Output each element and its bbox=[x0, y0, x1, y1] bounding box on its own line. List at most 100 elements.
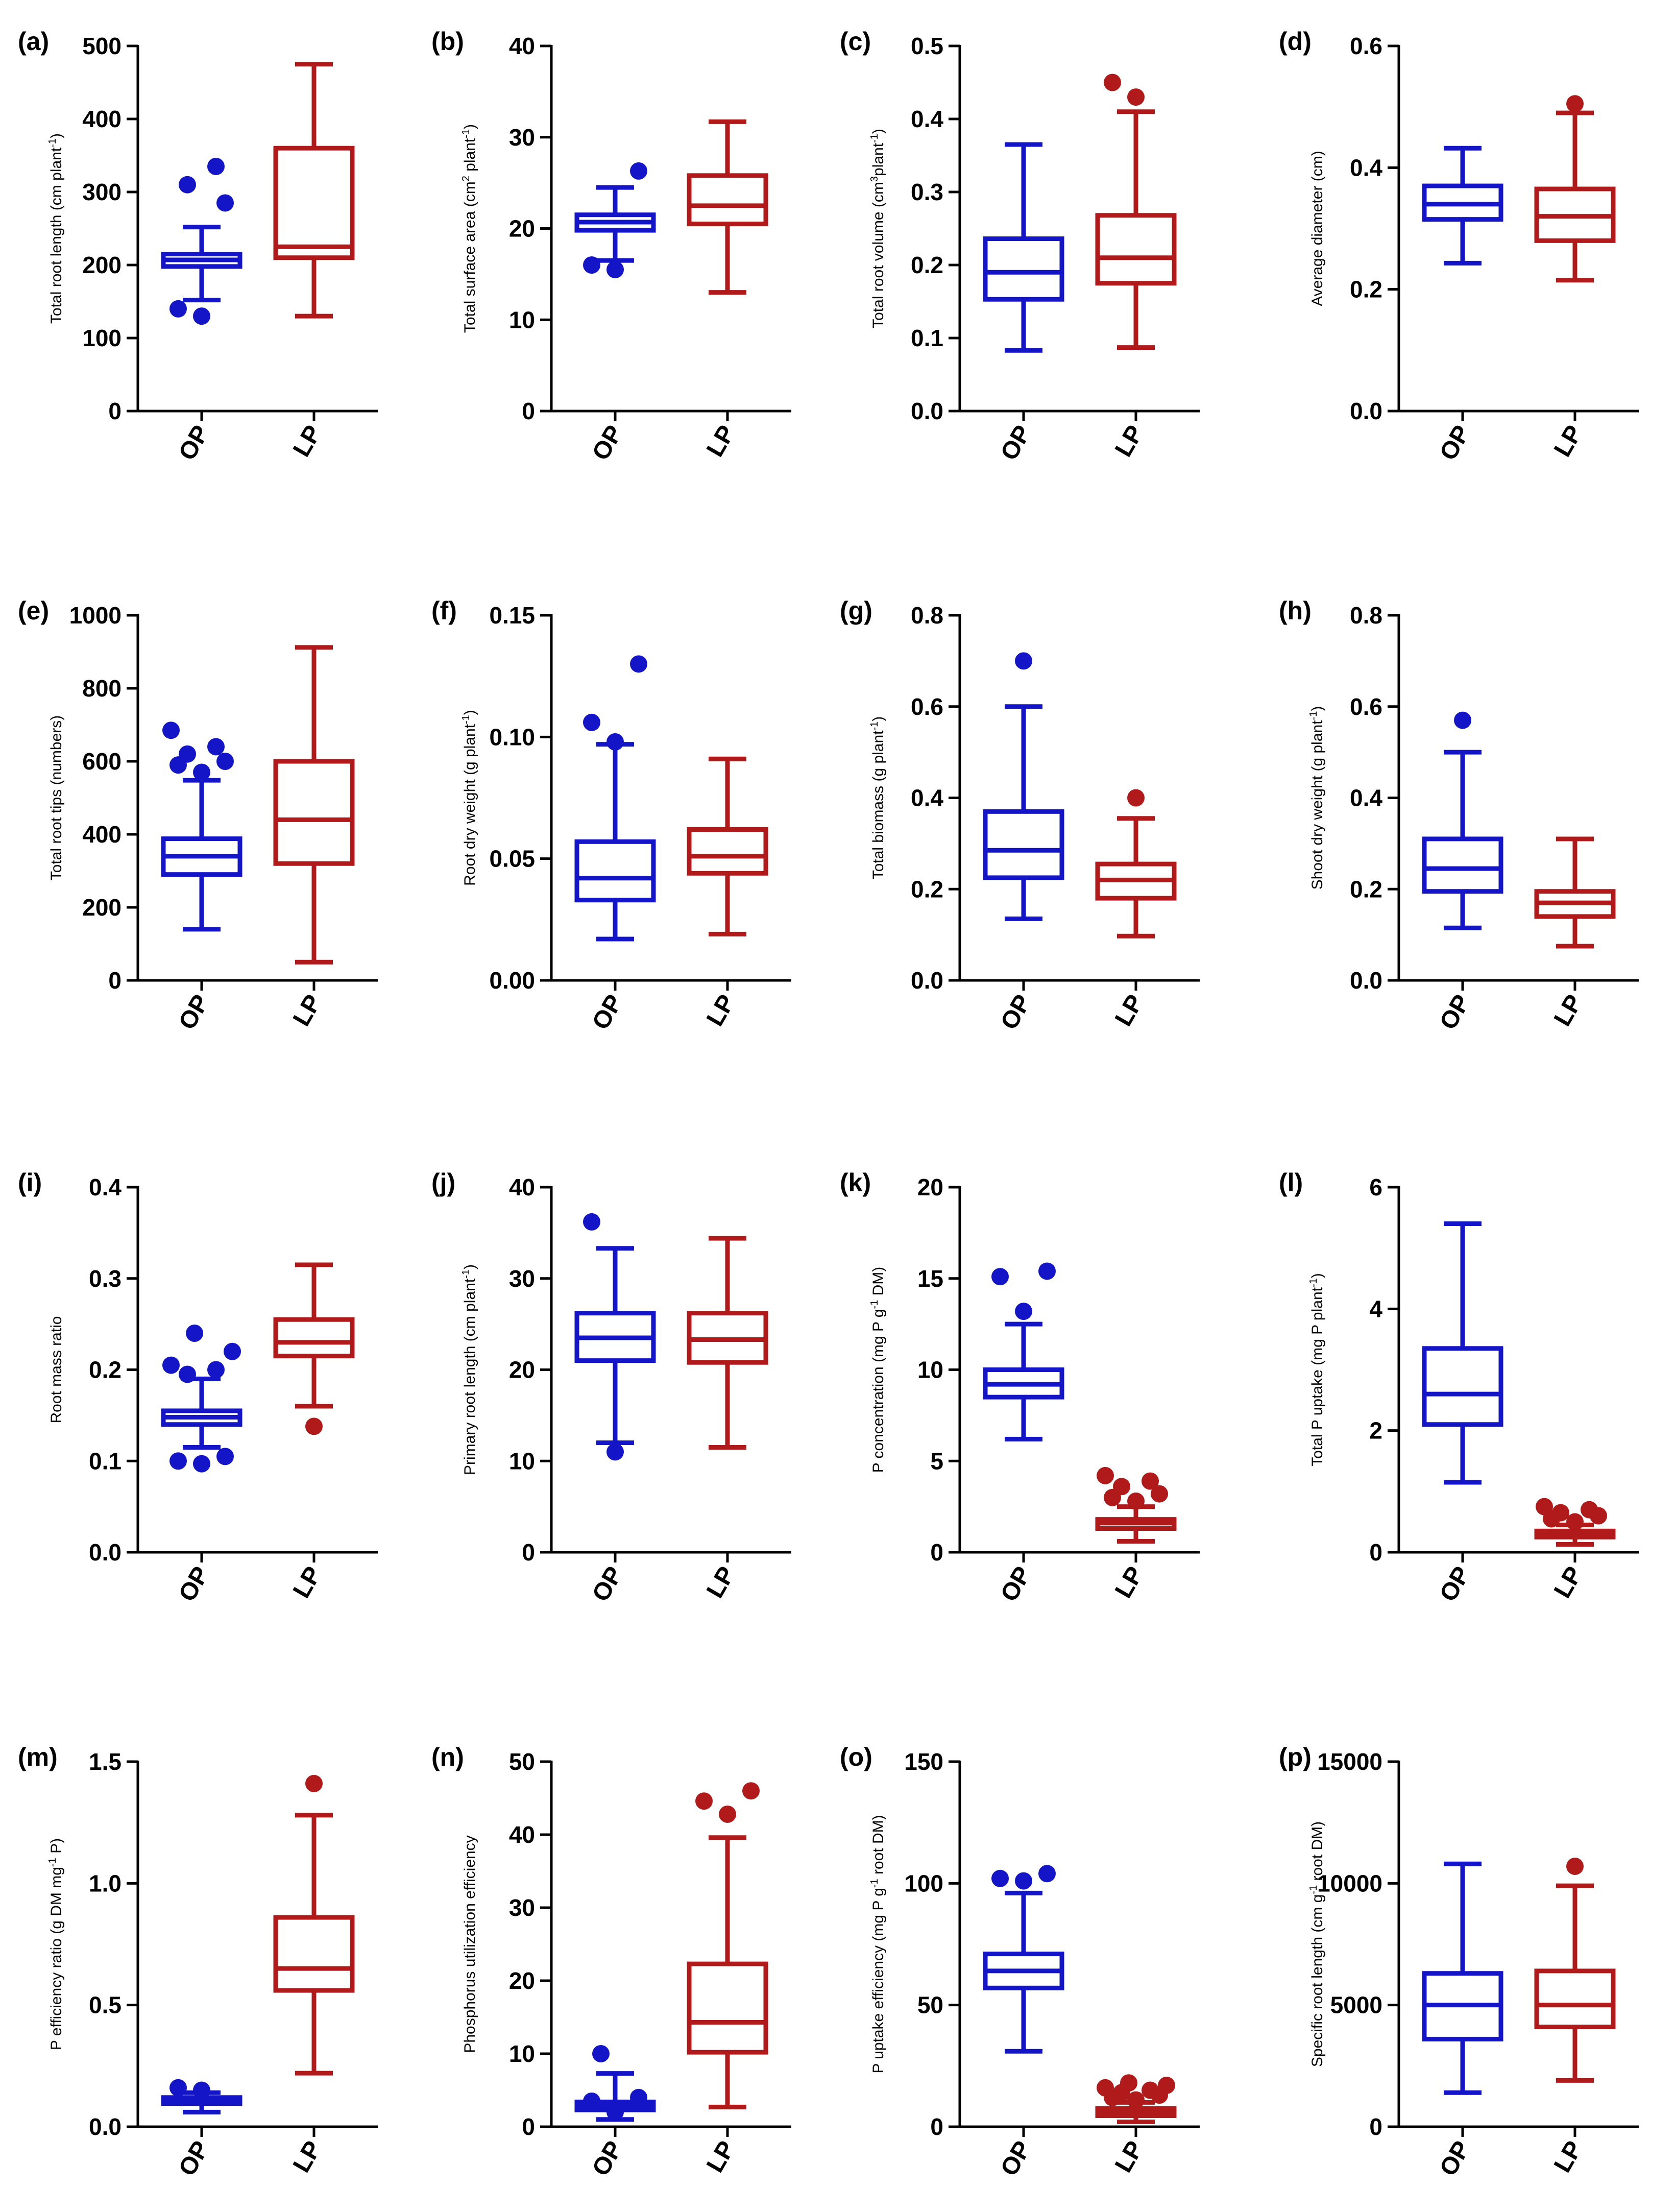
y-tick-label-a: 200 bbox=[82, 252, 122, 278]
panel-letter-l: (l) bbox=[1279, 1168, 1303, 1197]
panel-letter-h: (h) bbox=[1279, 596, 1312, 625]
box-c-OP bbox=[983, 142, 1064, 353]
outlier-point bbox=[583, 1213, 600, 1231]
y-tick-label-h: 0.2 bbox=[1350, 876, 1382, 902]
y-tick-label-a: 300 bbox=[82, 179, 122, 205]
y-tick-label-b: 0 bbox=[522, 398, 535, 424]
box-a-LP bbox=[273, 62, 355, 319]
y-tick-label-i: 0.2 bbox=[89, 1357, 122, 1383]
outlier-point bbox=[169, 300, 187, 318]
outlier-point bbox=[742, 1782, 760, 1800]
outlier-point bbox=[207, 738, 225, 756]
outlier-point bbox=[1015, 1872, 1032, 1890]
outlier-point bbox=[169, 1452, 187, 1470]
box-l-OP bbox=[1422, 1221, 1503, 1485]
outlier-point bbox=[186, 1325, 203, 1342]
y-tick-label-g: 0.6 bbox=[911, 693, 943, 720]
outlier-point bbox=[216, 1448, 234, 1465]
y-tick-label-i: 0.4 bbox=[89, 1174, 122, 1200]
y-tick-label-c: 0.5 bbox=[911, 33, 943, 59]
box-iqr bbox=[687, 173, 768, 227]
y-tick-label-n: 40 bbox=[509, 1821, 535, 1848]
y-axis-label-i: Root mass ratio bbox=[48, 1316, 65, 1423]
panel-letter-o: (o) bbox=[840, 1743, 872, 1771]
outlier-point bbox=[583, 2092, 600, 2110]
y-tick-label-e: 800 bbox=[82, 675, 122, 702]
box-h-OP bbox=[1422, 711, 1503, 930]
y-tick-label-n: 10 bbox=[509, 2040, 535, 2067]
y-axis-label-l: Total P uptake (mg P plant-1) bbox=[1308, 1273, 1326, 1466]
panel-letter-b: (b) bbox=[431, 27, 464, 56]
y-tick-label-c: 0.4 bbox=[911, 106, 943, 132]
panel-letter-f: (f) bbox=[431, 596, 457, 625]
y-tick-label-l: 0 bbox=[1369, 1539, 1382, 1566]
y-tick-label-h: 0.0 bbox=[1350, 967, 1382, 994]
outlier-point bbox=[216, 194, 234, 212]
panel-letter-d: (d) bbox=[1279, 27, 1312, 56]
box-iqr bbox=[687, 1961, 768, 2055]
y-tick-label-p: 0 bbox=[1369, 2113, 1382, 2140]
y-tick-label-o: 100 bbox=[904, 1870, 943, 1896]
y-axis-label-c: Total root volume (cm3plant-1) bbox=[869, 129, 887, 328]
y-tick-label-a: 0 bbox=[108, 398, 122, 424]
y-tick-label-d: 0.6 bbox=[1350, 33, 1382, 59]
y-tick-label-n: 20 bbox=[509, 1967, 535, 1994]
y-tick-label-d: 0.0 bbox=[1350, 398, 1382, 424]
outlier-point bbox=[193, 1455, 210, 1473]
outlier-point bbox=[179, 176, 196, 194]
y-tick-label-f: 0.15 bbox=[489, 602, 535, 629]
box-k-LP bbox=[1095, 1466, 1177, 1544]
outlier-point bbox=[583, 256, 600, 274]
panel-letter-c: (c) bbox=[840, 27, 871, 56]
box-g-LP bbox=[1095, 789, 1177, 939]
y-tick-label-j: 0 bbox=[522, 1539, 535, 1566]
outlier-point bbox=[606, 2103, 624, 2121]
outlier-point bbox=[630, 655, 647, 673]
outlier-point bbox=[1158, 2076, 1175, 2094]
box-f-LP bbox=[687, 756, 768, 936]
outlier-point bbox=[630, 2088, 647, 2106]
box-i-LP bbox=[273, 1262, 355, 1435]
outlier-point bbox=[1097, 2079, 1114, 2097]
box-j-OP bbox=[574, 1213, 656, 1461]
box-k-OP bbox=[983, 1262, 1064, 1441]
outlier-point bbox=[1097, 1466, 1114, 1484]
box-iqr bbox=[1095, 213, 1177, 286]
y-tick-label-h: 0.8 bbox=[1350, 602, 1382, 629]
chart-panel-p: (p) Specific root length (cm g-1 root DM)… bbox=[1279, 1743, 1639, 2181]
outlier-point bbox=[1015, 1303, 1032, 1320]
y-tick-label-b: 20 bbox=[509, 215, 535, 242]
box-o-OP bbox=[983, 1865, 1064, 2054]
outlier-point bbox=[1127, 2091, 1145, 2109]
box-j-LP bbox=[687, 1236, 768, 1450]
panel-letter-g: (g) bbox=[840, 596, 872, 625]
outlier-point bbox=[1127, 1492, 1145, 1510]
chart-panel-a: (a) Total root length (cm plant-1) 0 100 200… bbox=[18, 27, 378, 465]
outlier-point bbox=[1127, 88, 1145, 106]
outlier-point bbox=[207, 157, 225, 175]
y-axis-label-m: P efficiency ratio (g DM mg-1 P) bbox=[47, 1838, 65, 2050]
y-tick-label-a: 100 bbox=[82, 325, 122, 351]
box-m-LP bbox=[273, 1774, 355, 2076]
panel-letter-e: (e) bbox=[18, 596, 49, 625]
y-tick-label-n: 50 bbox=[509, 1748, 535, 1775]
box-b-OP bbox=[574, 162, 656, 278]
outlier-point bbox=[193, 763, 210, 781]
y-tick-label-e: 600 bbox=[82, 748, 122, 775]
box-l-LP bbox=[1534, 1498, 1616, 1547]
y-axis-label-b: Total surface area (cm2 plant-1) bbox=[460, 124, 478, 333]
y-tick-label-m: 1.0 bbox=[89, 1870, 122, 1896]
outlier-point bbox=[1127, 789, 1145, 807]
box-iqr bbox=[1422, 836, 1503, 894]
y-tick-label-g: 0.4 bbox=[911, 785, 943, 811]
outlier-point bbox=[224, 1342, 241, 1360]
panel-letter-j: (j) bbox=[431, 1168, 455, 1197]
outlier-point bbox=[991, 1869, 1009, 1887]
outlier-point bbox=[179, 745, 196, 763]
y-axis-label-a: Total root length (cm plant-1) bbox=[47, 133, 65, 324]
box-e-OP bbox=[161, 722, 242, 932]
y-axis-label-k: P concentration (mg P g-1 DM) bbox=[869, 1267, 887, 1473]
y-tick-label-h: 0.4 bbox=[1350, 785, 1382, 811]
